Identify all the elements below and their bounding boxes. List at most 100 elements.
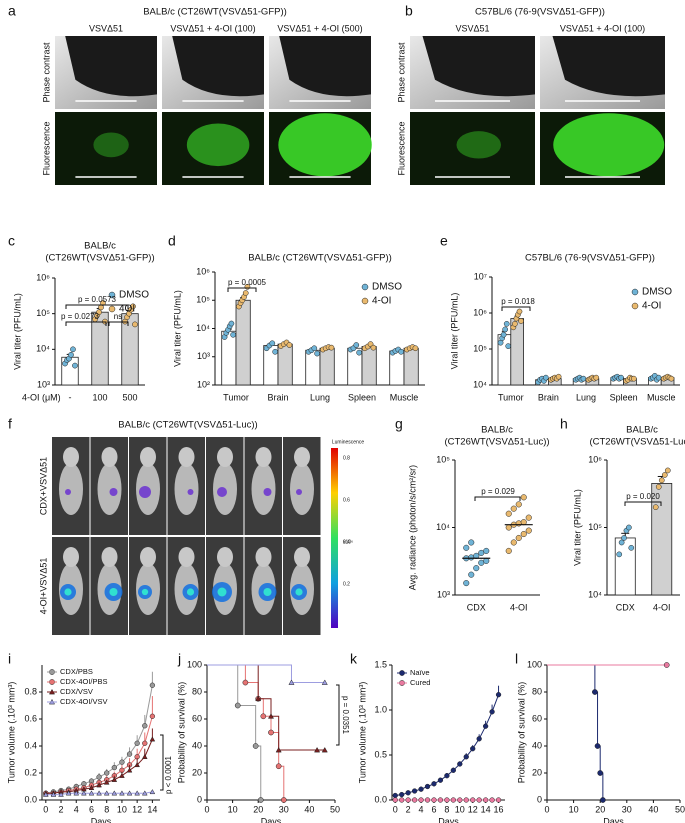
chart-title: BALB/c — [84, 241, 116, 252]
y-axis-label: Probability of survival (%) — [176, 682, 186, 784]
y-tick-label: 0.2 — [24, 767, 37, 777]
x-tick-label: CDX — [616, 602, 635, 612]
data-point — [392, 792, 398, 799]
mouse-head — [255, 547, 272, 567]
annotation: p = 0.029 — [481, 487, 515, 496]
y-tick-label: 40 — [532, 740, 542, 750]
x-tick-label: 2 — [406, 804, 411, 814]
mouse-head — [140, 447, 156, 467]
data-point — [311, 345, 318, 352]
data-point — [515, 501, 522, 508]
legend-label: DMSO — [372, 282, 402, 293]
panel-label: j — [177, 651, 181, 667]
mouse-head — [63, 447, 79, 467]
y-tick-label: 60 — [532, 713, 542, 723]
legend-label: 4-OI — [372, 296, 391, 307]
x-tick-label: 12 — [468, 804, 478, 814]
data-point — [81, 790, 87, 796]
data-point — [505, 547, 512, 554]
legend-label: 4-OI — [642, 301, 661, 312]
data-point — [149, 736, 156, 742]
legend-label: Cured — [410, 678, 430, 687]
x-tick-label: Brain — [267, 392, 288, 402]
row-label: 4-OI+VSVΔ51 — [38, 558, 48, 615]
y-tick-label: 10⁵ — [36, 308, 50, 318]
data-point — [431, 797, 437, 803]
legend-label: DMSO — [119, 290, 149, 301]
mouse-head — [255, 447, 272, 467]
data-point — [70, 346, 76, 353]
x-tick-label: 0 — [43, 804, 48, 814]
mouse-body — [251, 463, 276, 515]
data-point — [134, 740, 140, 746]
data-point — [503, 320, 510, 327]
panel-title: BALB/c (CT26WT(VSVΔ51-GFP)) — [143, 7, 287, 18]
x-tick-label: 10 — [455, 804, 465, 814]
x-tick-label: 6 — [431, 804, 436, 814]
colorbar-tick: 0.8 — [343, 455, 350, 461]
colorbar — [331, 448, 338, 628]
data-point — [65, 790, 72, 796]
data-point — [457, 761, 463, 767]
data-point — [655, 484, 662, 490]
significance-bracket — [474, 496, 521, 501]
y-axis-label: Viral titer (PFU/mL) — [572, 489, 582, 566]
data-point — [399, 791, 405, 798]
x-tick-label: CDX — [467, 602, 486, 612]
data-point — [505, 343, 512, 349]
y-axis-label: Viral titer (PFU/mL) — [449, 293, 459, 370]
data-point — [88, 784, 95, 791]
mouse-head — [101, 547, 118, 567]
tissue — [422, 36, 535, 97]
x-tick-label: Tumor — [498, 392, 524, 402]
panel-label: c — [8, 233, 15, 249]
data-point — [275, 746, 282, 753]
data-point — [242, 290, 249, 296]
data-point — [616, 551, 623, 558]
data-point — [411, 797, 418, 803]
data-point — [111, 776, 118, 782]
data-point — [314, 350, 320, 357]
y-axis-label: Viral titer (PFU/mL) — [12, 293, 22, 370]
x-tick-label: 50 — [330, 804, 340, 814]
luminescence-core — [109, 587, 118, 597]
x-tick-label: 500 — [122, 392, 137, 402]
data-point — [658, 477, 665, 484]
data-point — [500, 331, 507, 338]
data-point — [483, 557, 490, 564]
data-point — [134, 761, 140, 768]
annotation: p = 0.018 — [501, 297, 535, 306]
y-tick-label: 0.5 — [374, 749, 387, 759]
data-point — [655, 374, 662, 381]
x-tick-label: 40 — [648, 804, 658, 814]
data-point — [476, 736, 482, 742]
tissue — [279, 36, 371, 97]
data-point — [626, 524, 632, 531]
data-point — [272, 348, 278, 355]
legend-label: CDX-4OI/PBS — [60, 677, 108, 686]
gfp-signal — [186, 123, 250, 167]
data-point — [73, 790, 80, 796]
data-point — [267, 713, 275, 719]
data-point — [412, 345, 419, 352]
y-tick-label: 100 — [187, 659, 202, 669]
y-tick-label: 10⁴ — [473, 379, 487, 389]
series-line — [395, 694, 500, 796]
data-point — [234, 702, 241, 709]
x-axis-label: Days — [91, 816, 112, 823]
data-point — [525, 514, 532, 521]
data-point — [103, 779, 110, 785]
luminescence-signal — [109, 488, 118, 496]
data-point — [516, 308, 523, 315]
x-tick-label: 12 — [132, 804, 142, 814]
bar — [235, 299, 251, 386]
data-point — [58, 791, 64, 797]
y-tick-label: 10⁵ — [436, 454, 450, 464]
legend-marker — [631, 288, 639, 296]
data-point — [476, 797, 482, 803]
y-tick-label: 10⁵ — [588, 522, 602, 532]
y-tick-label: 80 — [532, 686, 542, 696]
x-tick-label: 4 — [419, 804, 424, 814]
data-point — [242, 679, 249, 686]
